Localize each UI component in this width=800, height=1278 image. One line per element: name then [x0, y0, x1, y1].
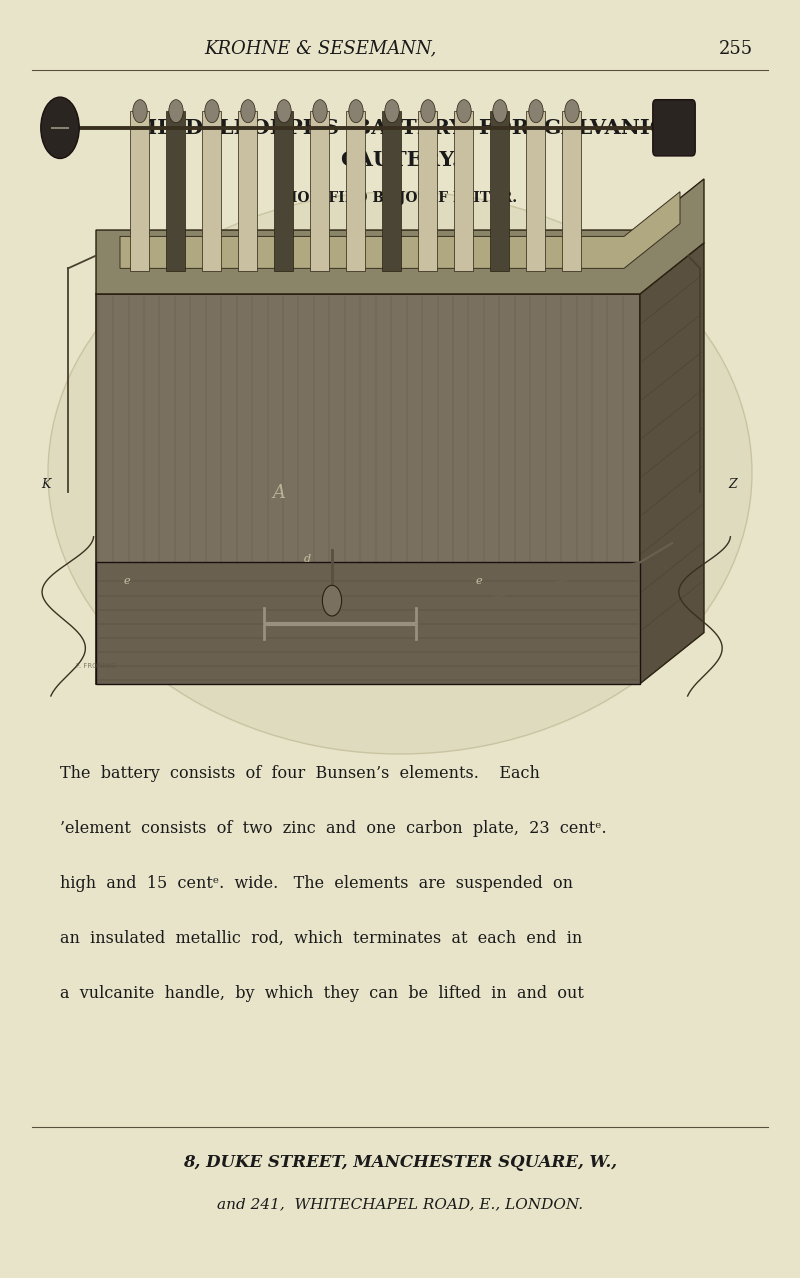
FancyBboxPatch shape [166, 111, 185, 271]
FancyBboxPatch shape [310, 111, 329, 271]
Circle shape [493, 100, 507, 123]
Polygon shape [640, 243, 704, 684]
Circle shape [529, 100, 543, 123]
Text: a  vulcanite  handle,  by  which  they  can  be  lifted  in  and  out: a vulcanite handle, by which they can be… [60, 984, 584, 1002]
Text: F. FRONING: F. FRONING [76, 663, 115, 670]
Polygon shape [96, 179, 704, 294]
Text: 255: 255 [719, 40, 753, 58]
Text: Z: Z [728, 478, 737, 491]
Circle shape [313, 100, 327, 123]
Polygon shape [96, 243, 704, 294]
Circle shape [169, 100, 183, 123]
FancyBboxPatch shape [526, 111, 545, 271]
Text: an  insulated  metallic  rod,  which  terminates  at  each  end  in: an insulated metallic rod, which termina… [60, 929, 582, 947]
Text: and 241,  WHITECHAPEL ROAD, E., LONDON.: and 241, WHITECHAPEL ROAD, E., LONDON. [217, 1197, 583, 1210]
Circle shape [385, 100, 399, 123]
Text: e: e [476, 576, 482, 587]
Text: e: e [124, 576, 130, 587]
Circle shape [457, 100, 471, 123]
FancyBboxPatch shape [96, 294, 640, 684]
Text: The  battery  consists  of  four  Bunsen’s  elements.    Each: The battery consists of four Bunsen’s el… [60, 764, 540, 782]
Circle shape [349, 100, 363, 123]
FancyBboxPatch shape [490, 111, 509, 271]
Text: CAUTERY.: CAUTERY. [341, 150, 459, 170]
Text: high  and  15  centᵉ.  wide.   The  elements  are  suspended  on: high and 15 centᵉ. wide. The elements ar… [60, 874, 573, 892]
Text: MODIFIED BY JOSEF LEITER.: MODIFIED BY JOSEF LEITER. [282, 192, 518, 204]
Circle shape [421, 100, 435, 123]
Text: d: d [304, 555, 311, 565]
Text: MIDDELDORPF'S  BATTERY  FOR  GALVANIC: MIDDELDORPF'S BATTERY FOR GALVANIC [134, 118, 666, 138]
FancyBboxPatch shape [454, 111, 473, 271]
FancyBboxPatch shape [653, 100, 695, 156]
FancyBboxPatch shape [382, 111, 401, 271]
Text: ’element  consists  of  two  zinc  and  one  carbon  plate,  23  centᵉ.: ’element consists of two zinc and one ca… [60, 819, 606, 837]
Polygon shape [120, 192, 680, 268]
Circle shape [241, 100, 255, 123]
Circle shape [277, 100, 291, 123]
Polygon shape [96, 562, 640, 684]
Circle shape [41, 97, 79, 158]
FancyBboxPatch shape [238, 111, 257, 271]
FancyBboxPatch shape [130, 111, 149, 271]
Ellipse shape [48, 192, 752, 754]
FancyBboxPatch shape [418, 111, 437, 271]
FancyBboxPatch shape [562, 111, 581, 271]
Text: K: K [42, 478, 51, 491]
FancyBboxPatch shape [346, 111, 365, 271]
Text: KROHNE & SESEMANN,: KROHNE & SESEMANN, [204, 40, 436, 58]
Text: A: A [272, 484, 285, 502]
Circle shape [322, 585, 342, 616]
Circle shape [565, 100, 579, 123]
FancyBboxPatch shape [274, 111, 293, 271]
Circle shape [133, 100, 147, 123]
Circle shape [205, 100, 219, 123]
Text: 8, DUKE STREET, MANCHESTER SQUARE, W.,: 8, DUKE STREET, MANCHESTER SQUARE, W., [183, 1154, 617, 1172]
FancyBboxPatch shape [202, 111, 221, 271]
